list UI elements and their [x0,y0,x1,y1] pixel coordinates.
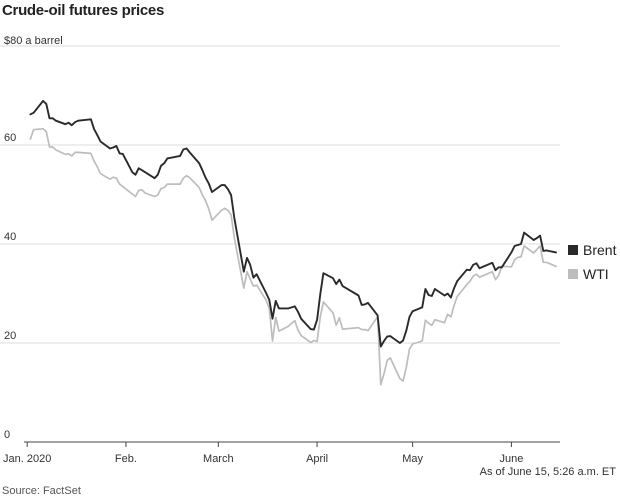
y-tick-label: 20 [4,330,16,342]
x-tick-label: June [499,453,523,465]
legend-label-brent: Brent [583,242,617,258]
x-tick-label: March [203,453,234,465]
x-tick-label: Jan. 2020 [3,453,51,465]
x-axis-ticks: Jan. 2020 Feb. March April May June [3,442,523,465]
legend-swatch-brent [568,245,578,255]
legend-swatch-wti [568,269,578,279]
x-tick-label: Feb. [115,453,137,465]
y-tick-label: 60 [4,132,16,144]
y-axis-ticks: 60 40 20 0 [4,132,16,441]
gridlines [0,45,560,443]
as-of-note: As of June 15, 5:26 a.m. ET [479,466,616,478]
y-tick-label: 0 [4,429,10,441]
x-tick-label: May [402,453,423,465]
chart-title: Crude-oil futures prices [2,2,164,19]
source-note: Source: FactSet [2,485,81,497]
legend-label-wti: WTI [583,266,609,282]
y-axis-unit-label: $80 a barrel [4,35,63,47]
series-line-brent [29,99,557,348]
series-lines [29,99,557,386]
y-tick-label: 40 [4,231,16,243]
series-line-wti [29,127,557,386]
x-tick-label: April [306,453,328,465]
legend: Brent WTI [568,242,617,282]
